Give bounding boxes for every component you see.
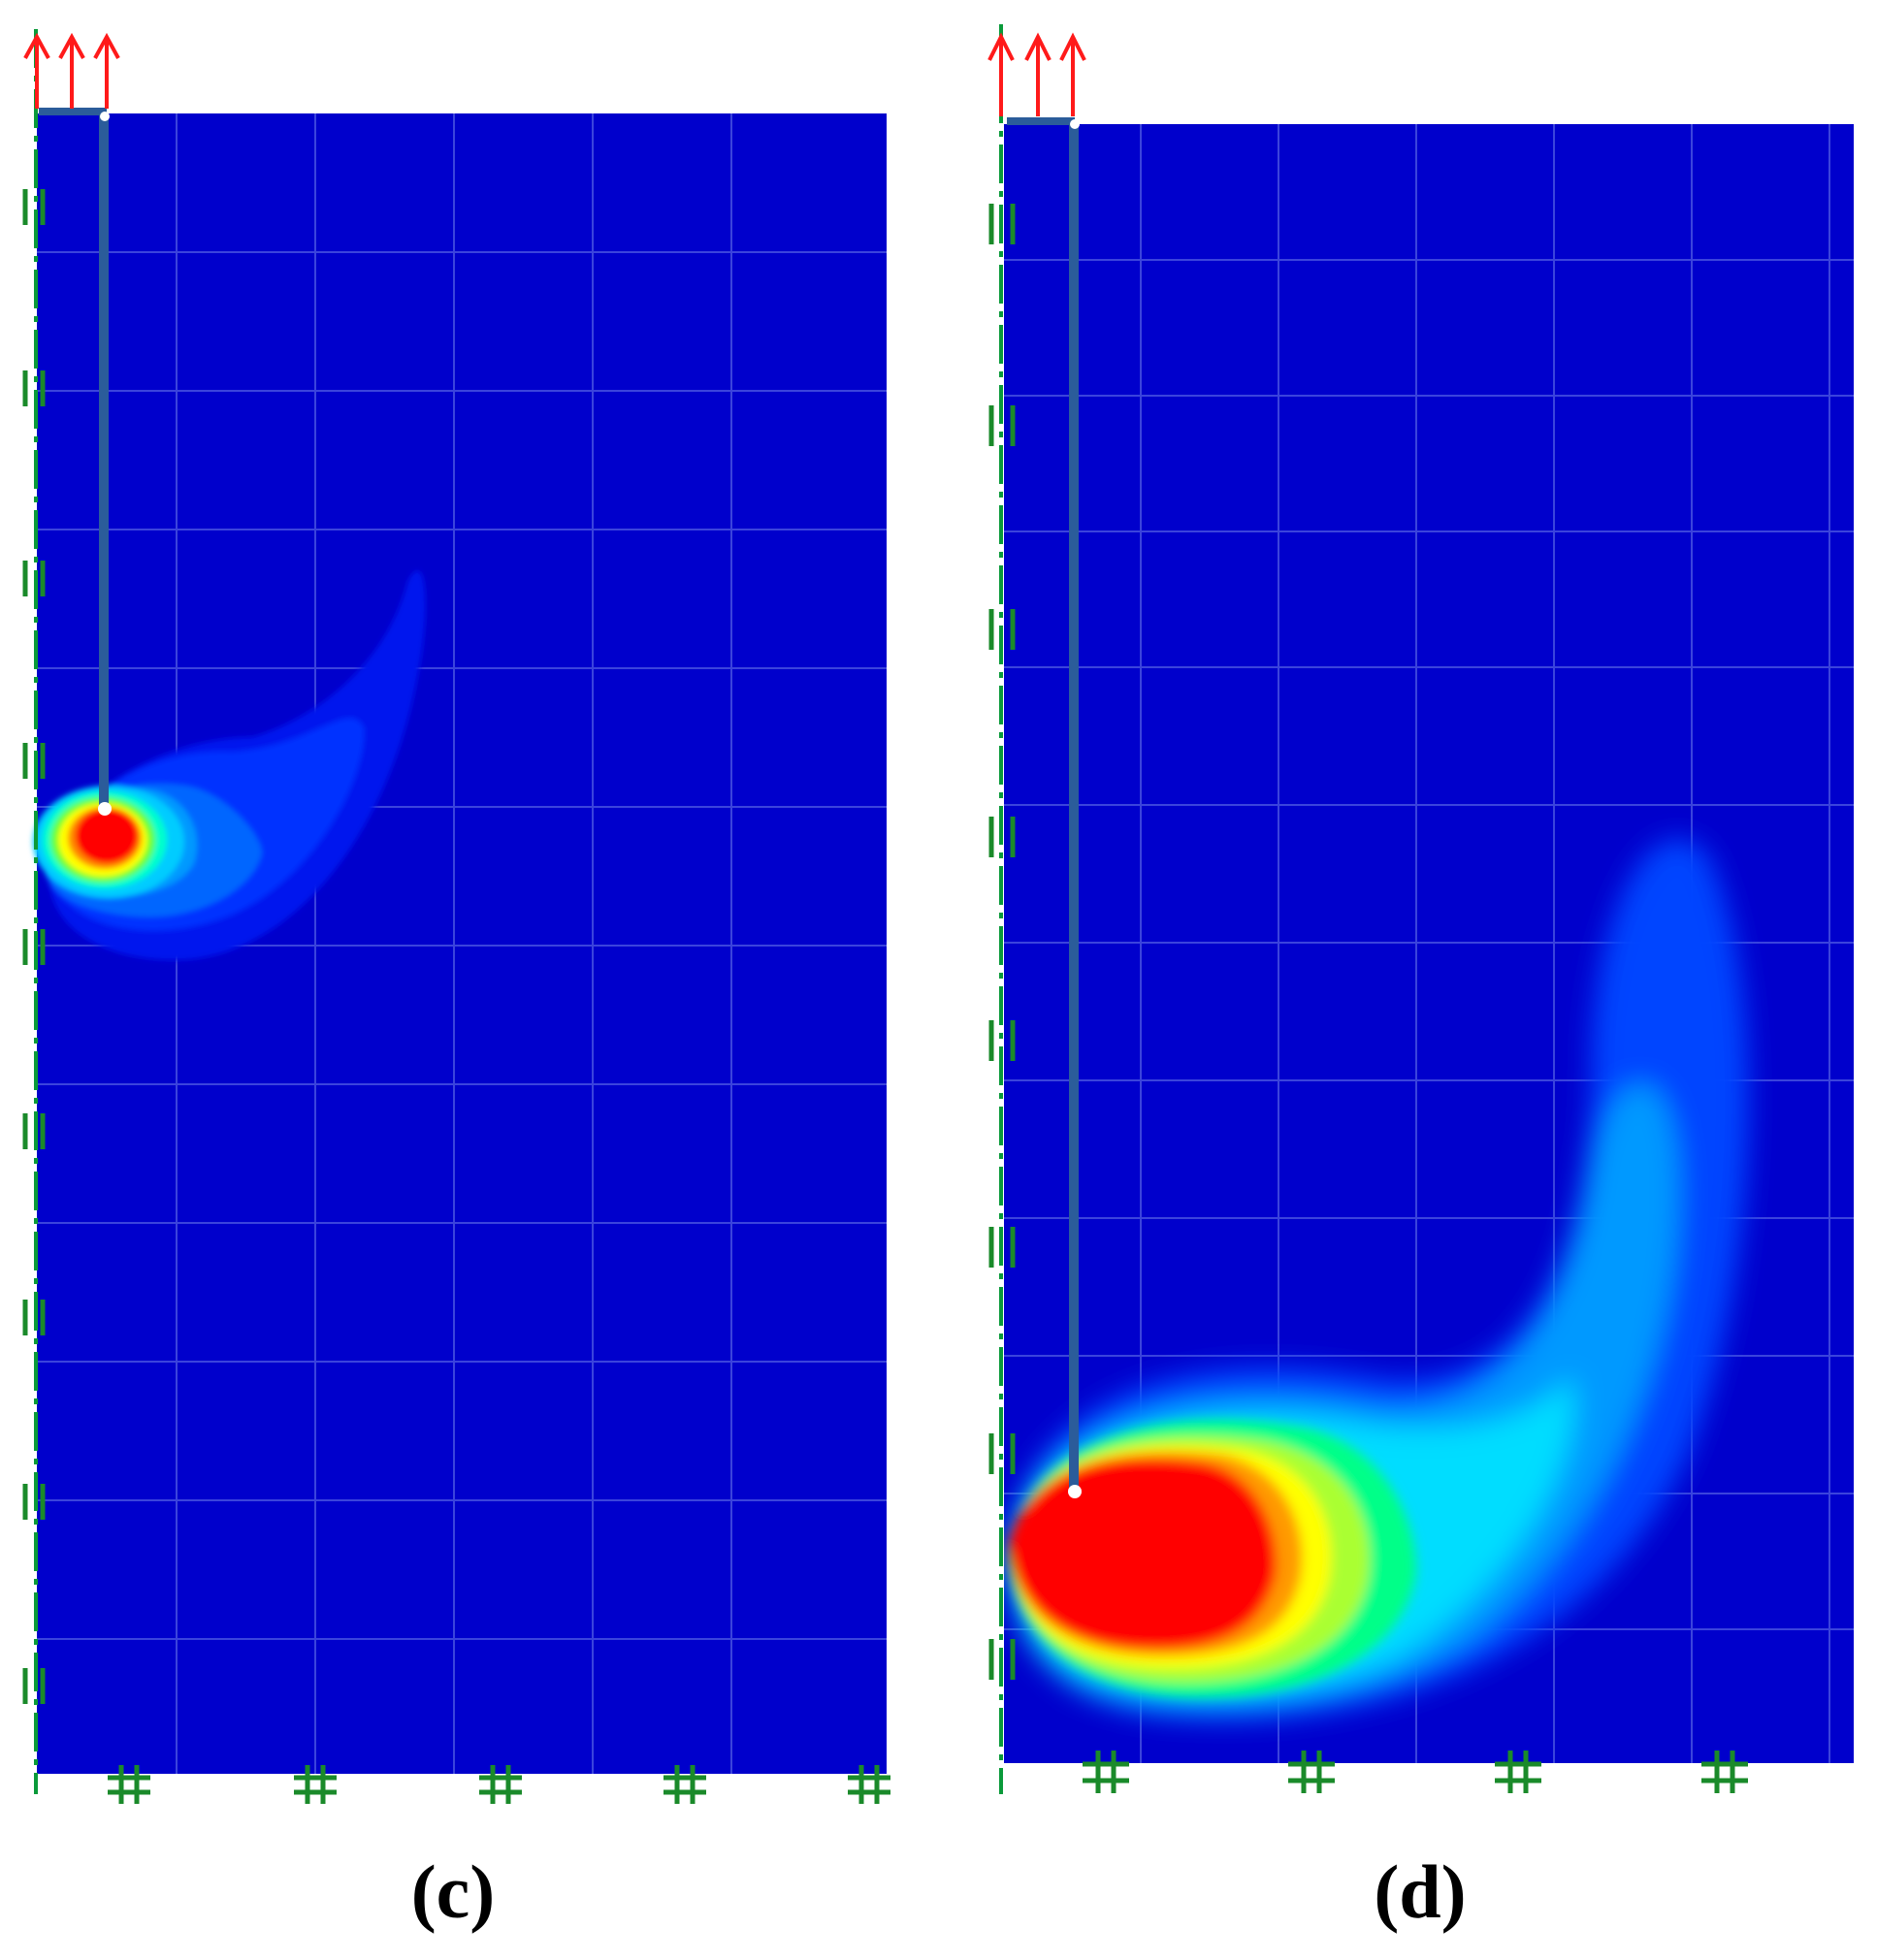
- anchor-head-node: [100, 112, 110, 121]
- stress-contours: [33, 570, 426, 960]
- grid-lines: [37, 113, 887, 1774]
- stress-contours: [1009, 839, 1749, 1720]
- anchor-rod: [99, 113, 109, 809]
- contour-plot-d: [987, 24, 1854, 1794]
- anchor-rod: [1069, 124, 1079, 1490]
- anchor-tip-node: [1068, 1485, 1082, 1498]
- fixed-supports-bottom: [1083, 1751, 1748, 1793]
- anchor-head-node: [1070, 119, 1080, 129]
- anchor-tip-node: [98, 802, 112, 816]
- panel-d: (d): [970, 0, 1877, 1960]
- roller-supports-left: [988, 204, 1016, 1680]
- panel-caption-d: (d): [1374, 1849, 1467, 1934]
- panel-caption-c: (c): [410, 1849, 496, 1934]
- contour-plot-c: [22, 29, 890, 1804]
- anchor-plate-top: [39, 108, 107, 115]
- fixed-supports-bottom: [108, 1765, 890, 1804]
- load-arrows: [23, 32, 120, 109]
- panel-c: (c): [0, 0, 912, 1960]
- load-arrows: [987, 32, 1086, 116]
- anchor-plate-top: [1007, 117, 1075, 125]
- roller-supports-left: [22, 189, 46, 1704]
